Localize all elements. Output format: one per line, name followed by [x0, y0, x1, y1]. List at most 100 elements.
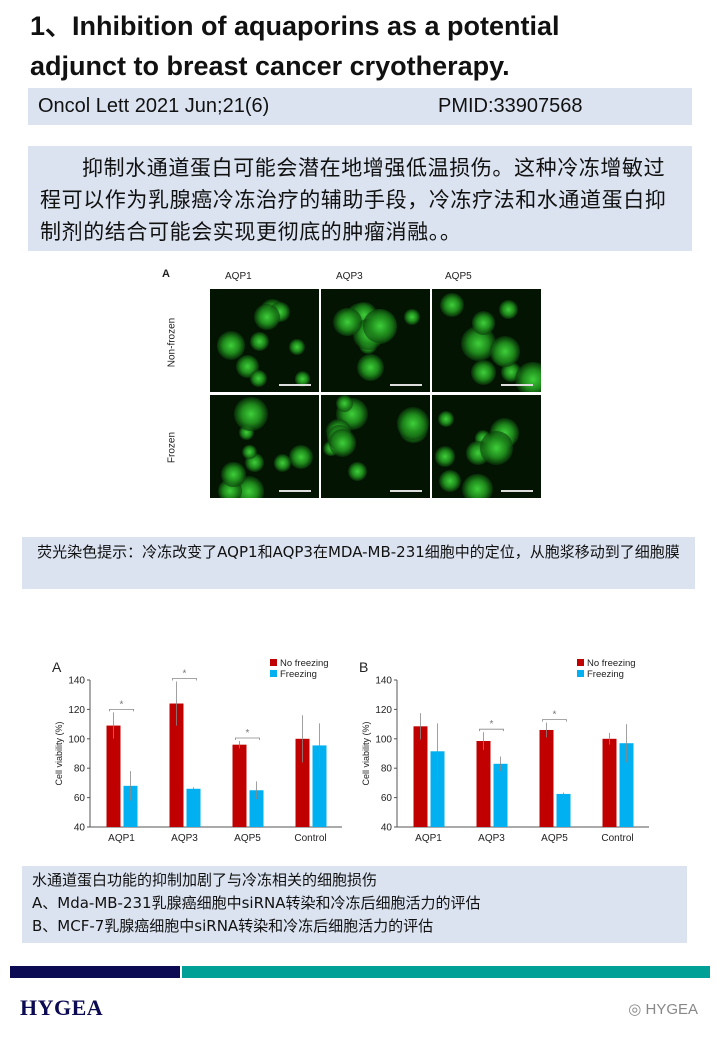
cell — [294, 371, 310, 387]
x-tick-label: Control — [294, 833, 326, 844]
bar-freezing — [556, 793, 571, 827]
legend-label: Freezing — [280, 669, 317, 680]
figure-caption: 荧光染色提示：冷冻改变了AQP1和AQP3在MDA-MB-231细胞中的定位，从… — [22, 537, 695, 589]
cell — [221, 462, 246, 487]
micrograph-panel — [321, 289, 430, 392]
row-label: Non-frozen — [166, 317, 178, 368]
x-tick-label: AQP5 — [541, 833, 568, 844]
scale-bar — [501, 384, 533, 386]
scale-bar — [279, 490, 311, 492]
hygea-logo: HYGEA — [20, 995, 104, 1020]
bar-freezing — [249, 790, 264, 827]
wechat-icon: ◎ — [628, 1001, 646, 1018]
significance-bracket — [235, 737, 260, 741]
cell — [288, 444, 313, 469]
significance-star: * — [120, 699, 124, 710]
summary-text: 抑制水通道蛋白可能会潜在地增强低温损伤。这种冷冻增敏过程可以作为乳腺癌冷冻治疗的… — [28, 146, 692, 251]
pmid: PMID:33907568 — [438, 95, 583, 117]
title-line-1: 1、Inhibition of aquaporins as a potentia… — [30, 11, 560, 41]
caption-line: 水通道蛋白功能的抑制加剧了与冷冻相关的细胞损伤 — [32, 871, 378, 889]
cell — [471, 311, 496, 336]
cell — [242, 444, 257, 459]
micrograph-panel — [210, 289, 319, 392]
significance-bracket — [172, 678, 197, 681]
x-tick-label: AQP3 — [478, 833, 505, 844]
bar-no-freezing — [602, 738, 617, 827]
y-tick-label: 100 — [375, 734, 392, 745]
y-tick-label: 140 — [68, 676, 85, 687]
col-label: AQP5 — [445, 271, 472, 282]
micrograph-panel — [432, 289, 541, 392]
micrograph-panel — [432, 395, 541, 498]
cell — [253, 303, 281, 331]
cell — [249, 332, 270, 352]
panel-letter: B — [359, 659, 368, 675]
y-axis-label: Cell viability (%) — [54, 721, 64, 785]
legend-swatch — [270, 670, 277, 677]
significance-bracket — [479, 728, 504, 732]
panel-letter: A — [162, 268, 170, 280]
cell — [462, 474, 493, 498]
fluorescence-figure: A AQP1 AQP3 AQP5 Non-frozen Frozen — [160, 262, 541, 504]
y-tick-label: 140 — [375, 676, 392, 687]
y-tick-label: 60 — [74, 793, 86, 804]
x-tick-label: AQP1 — [415, 833, 442, 844]
bar-no-freezing — [106, 725, 121, 827]
cell — [216, 331, 246, 360]
row-label: Frozen — [166, 431, 178, 464]
y-tick-label: 120 — [68, 705, 85, 716]
legend-swatch — [577, 659, 584, 666]
page-title: 1、Inhibition of aquaporins as a potentia… — [30, 6, 710, 86]
cell — [357, 353, 385, 381]
x-tick-label: AQP3 — [171, 833, 198, 844]
col-label: AQP3 — [336, 271, 363, 282]
cell — [273, 454, 292, 472]
cell — [479, 430, 514, 465]
cell — [489, 336, 521, 367]
bar-freezing — [312, 745, 327, 827]
bar-freezing — [430, 751, 445, 827]
significance-star: * — [183, 668, 187, 679]
cell — [515, 362, 541, 392]
cell — [363, 309, 397, 343]
significance-bracket — [109, 708, 134, 712]
caption-line: B、MCF-7乳腺癌细胞中siRNA转染和冷冻后细胞活力的评估 — [32, 917, 434, 935]
significance-star: * — [553, 710, 557, 721]
legend-label: No freezing — [587, 658, 636, 669]
footer-bar-teal — [182, 966, 710, 978]
cell — [233, 397, 268, 431]
y-tick-label: 40 — [74, 823, 86, 834]
y-tick-label: 80 — [381, 764, 393, 775]
bar-no-freezing — [539, 729, 554, 827]
cell — [347, 462, 367, 482]
micrograph-panel — [210, 395, 319, 498]
journal: Oncol Lett 2021 Jun;21(6) — [38, 95, 270, 117]
cell — [438, 410, 454, 427]
bar-no-freezing — [232, 744, 247, 827]
cell — [333, 308, 362, 337]
cell — [249, 370, 267, 387]
significance-star: * — [246, 728, 250, 739]
scale-bar — [279, 384, 311, 386]
bar-chart-b: 40 60 80 100 120 140 Cell viability (%) B AQP1 AQ… — [359, 658, 649, 844]
cell — [396, 407, 430, 440]
y-axis-label: Cell viability (%) — [361, 721, 371, 785]
cell — [440, 293, 465, 317]
chart-caption: 水通道蛋白功能的抑制加剧了与冷冻相关的细胞损伤 A、Mda-MB-231乳腺癌细… — [22, 866, 687, 943]
scale-bar — [390, 384, 422, 386]
y-tick-label: 60 — [381, 793, 393, 804]
panel-letter: A — [52, 659, 62, 675]
bar-freezing — [186, 788, 201, 827]
bar-chart-a: 40 60 80 100 120 140 Cell viability (%) A AQP1 * A… — [52, 658, 342, 844]
y-tick-label: 100 — [68, 734, 85, 745]
cell — [438, 469, 461, 492]
footer-bar-navy — [10, 966, 180, 978]
legend-swatch — [270, 659, 277, 666]
significance-bracket — [542, 719, 567, 722]
bar-no-freezing — [169, 703, 184, 827]
bar-freezing — [493, 763, 508, 827]
legend-swatch — [577, 670, 584, 677]
col-label: AQP1 — [225, 271, 252, 282]
watermark-text: HYGEA — [645, 1001, 698, 1018]
